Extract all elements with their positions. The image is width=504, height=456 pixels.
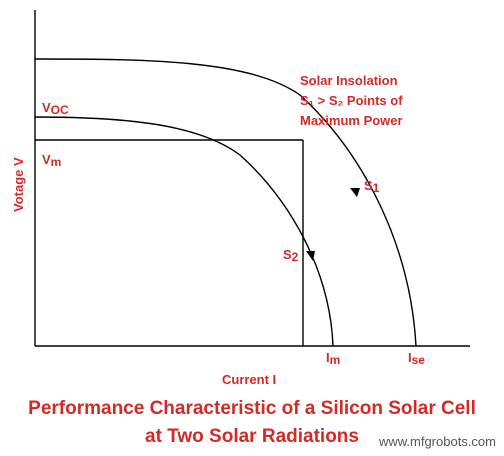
curve-s1 <box>34 58 417 347</box>
x-axis-label: Current I <box>222 372 276 387</box>
arrow-s2 <box>306 251 315 261</box>
s2-label: S2 <box>283 247 299 264</box>
y-axis-label: Votage V <box>11 157 26 212</box>
vm-sub: m <box>51 155 62 169</box>
annotation-line-3: Maximum Power <box>300 113 403 128</box>
arrow-s1 <box>350 188 360 197</box>
curve-s2 <box>34 116 334 347</box>
vm-label: Vm <box>42 152 61 169</box>
s1-sub: 1 <box>373 181 380 195</box>
im-sub: m <box>330 353 341 367</box>
s2-sub: 2 <box>292 250 299 264</box>
ise-sub: se <box>412 353 426 367</box>
annotation-line-1: Solar Insolation <box>300 73 398 88</box>
voc-sub: OC <box>51 103 69 117</box>
annotation-line-2: S₁ > S₂ Points of <box>300 93 403 108</box>
figure-title-line-2: at Two Solar Radiations <box>145 426 359 447</box>
im-label: Im <box>326 350 340 367</box>
figure-title-line-1: Performance Characteristic of a Silicon … <box>28 398 476 419</box>
watermark: www.mfgrobots.com <box>378 434 496 449</box>
s1-label: S1 <box>364 178 380 195</box>
ise-label: Ise <box>408 350 425 367</box>
voc-label: VOC <box>42 100 69 117</box>
